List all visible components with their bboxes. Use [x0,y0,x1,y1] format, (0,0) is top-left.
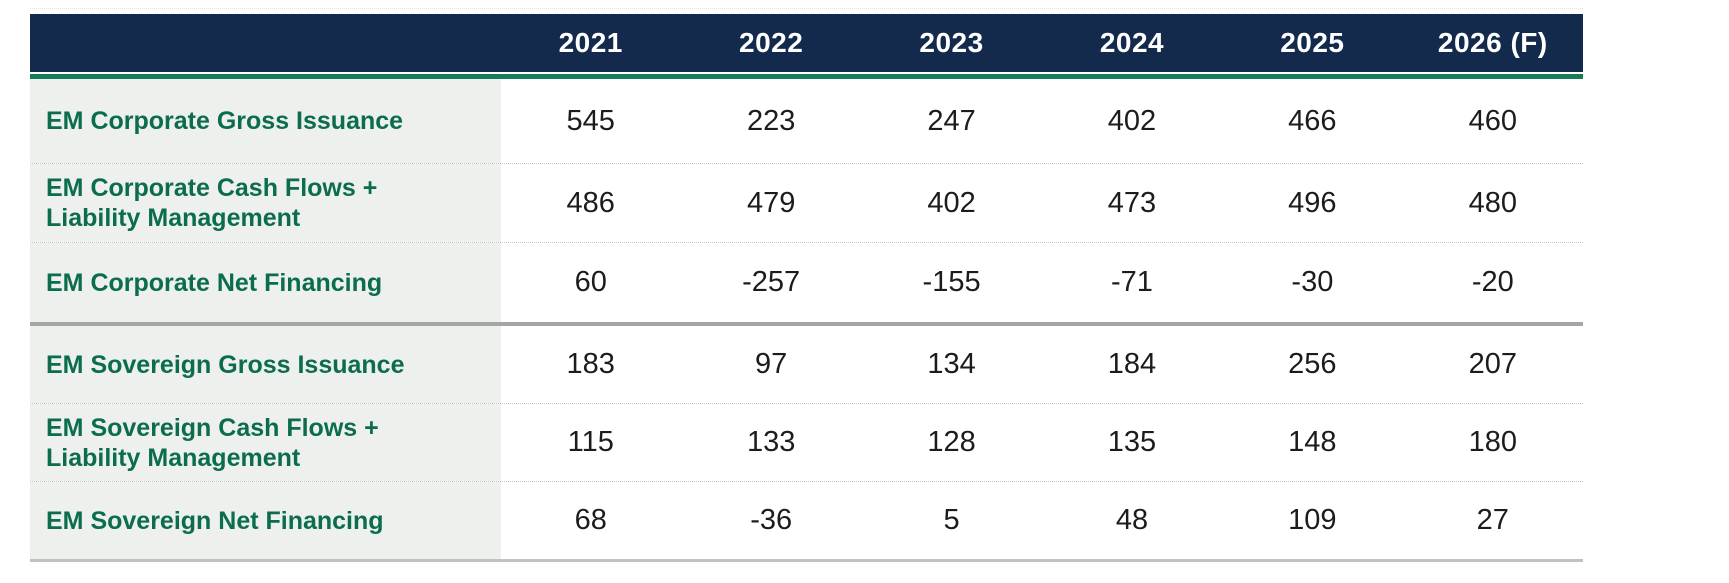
header-year-2024: 2024 [1099,27,1165,58]
header-year-2021: 2021 [558,27,623,58]
row-label-cell: EM Corporate Net Financing [30,243,501,322]
cell-value: 128 [927,426,976,458]
row-label: EM Sovereign Net Financing [46,506,384,536]
row-label-line1: EM Corporate Cash Flows + [46,174,378,202]
cell-value: 479 [746,186,796,219]
cell-value: 48 [1115,504,1149,536]
cell-value: -20 [1471,266,1514,298]
row-label-line1: EM Sovereign Cash Flows + [46,413,379,442]
cell-value: 486 [566,186,615,219]
cell-value: 148 [1288,426,1337,458]
header-green-rule [30,74,1583,79]
cell-value: 134 [927,348,976,380]
cell-value: 97 [755,348,788,380]
row-label: EM Corporate Net Financing [46,268,382,298]
table-row-em-sovereign-gross-issuance: EM Sovereign Gross Issuance 183 97 134 1… [30,326,1583,404]
cell-value: 402 [1107,104,1157,137]
cell-value: 68 [574,504,607,536]
cell-value: 27 [1476,504,1509,536]
cell-value: 223 [746,104,796,137]
cell-value: 480 [1468,186,1517,219]
row-label: EM Corporate Cash Flows + Liability Mana… [46,173,377,233]
row-label-cell: EM Sovereign Net Financing [30,482,501,559]
cell-value: 256 [1288,348,1337,380]
cell-value: 60 [574,266,607,298]
header-year-2022: 2022 [739,27,804,58]
cell-value: 183 [566,348,615,380]
row-label-line1: EM Corporate Gross Issuance [46,107,404,135]
cell-value: 180 [1468,426,1517,458]
cell-value: -257 [742,266,801,298]
cell-value: 207 [1468,348,1517,380]
table-header-row: 2021 2022 2023 2024 2025 2026 (F) [30,14,1583,74]
cell-value: 402 [927,186,976,219]
row-label: EM Sovereign Cash Flows + Liability Mana… [46,413,379,473]
table-row-em-corporate-gross-issuance: EM Corporate Gross Issuance 545 223 247 … [30,79,1583,164]
row-label-cell: EM Corporate Gross Issuance [30,79,501,163]
row-label-line1: EM Corporate Net Financing [46,268,383,297]
row-label-line1: EM Sovereign Gross Issuance [46,350,405,379]
header-year-2023: 2023 [919,27,984,58]
cell-value: 115 [567,426,614,458]
cell-value: 133 [746,426,796,458]
cell-value: 496 [1288,186,1337,219]
table-row-em-sovereign-net-financing: EM Sovereign Net Financing 68 -36 5 48 1… [30,482,1583,562]
header-year-2026f: 2026 (F) [1437,27,1548,58]
cell-value: 109 [1288,504,1337,536]
row-label-line1: EM Sovereign Net Financing [46,506,384,535]
table-row-em-corporate-cash-flows: EM Corporate Cash Flows + Liability Mana… [30,164,1583,243]
row-label-line2: Liability Management [46,204,301,232]
cell-value: 466 [1288,104,1337,137]
row-label-cell: EM Sovereign Cash Flows + Liability Mana… [30,404,501,481]
row-label: EM Corporate Gross Issuance [46,106,403,136]
cell-value: 135 [1107,426,1157,458]
cell-value: -30 [1291,266,1334,298]
table-row-em-corporate-net-financing: EM Corporate Net Financing 60 -257 -155 … [30,243,1583,326]
cell-value: -155 [922,266,981,298]
cell-value: 473 [1107,186,1157,219]
row-label-cell: EM Corporate Cash Flows + Liability Mana… [30,164,501,242]
cell-value: 184 [1107,348,1157,380]
cell-value: 460 [1468,104,1517,137]
cell-value: 247 [927,104,976,137]
em-financing-table: 2021 2022 2023 2024 2025 2026 (F) EM Cor… [30,14,1583,562]
table-row-em-sovereign-cash-flows: EM Sovereign Cash Flows + Liability Mana… [30,404,1583,482]
top-hairline [30,8,1583,9]
cell-value: 545 [566,104,615,137]
cell-value: 5 [943,504,960,536]
cell-value: -71 [1111,266,1153,298]
row-label-line2: Liability Management [46,443,301,472]
header-year-2025: 2025 [1280,27,1345,58]
cell-value: -36 [750,504,793,536]
row-label-cell: EM Sovereign Gross Issuance [30,326,501,403]
header-corner-cell [30,14,501,72]
row-label: EM Sovereign Gross Issuance [46,350,404,380]
